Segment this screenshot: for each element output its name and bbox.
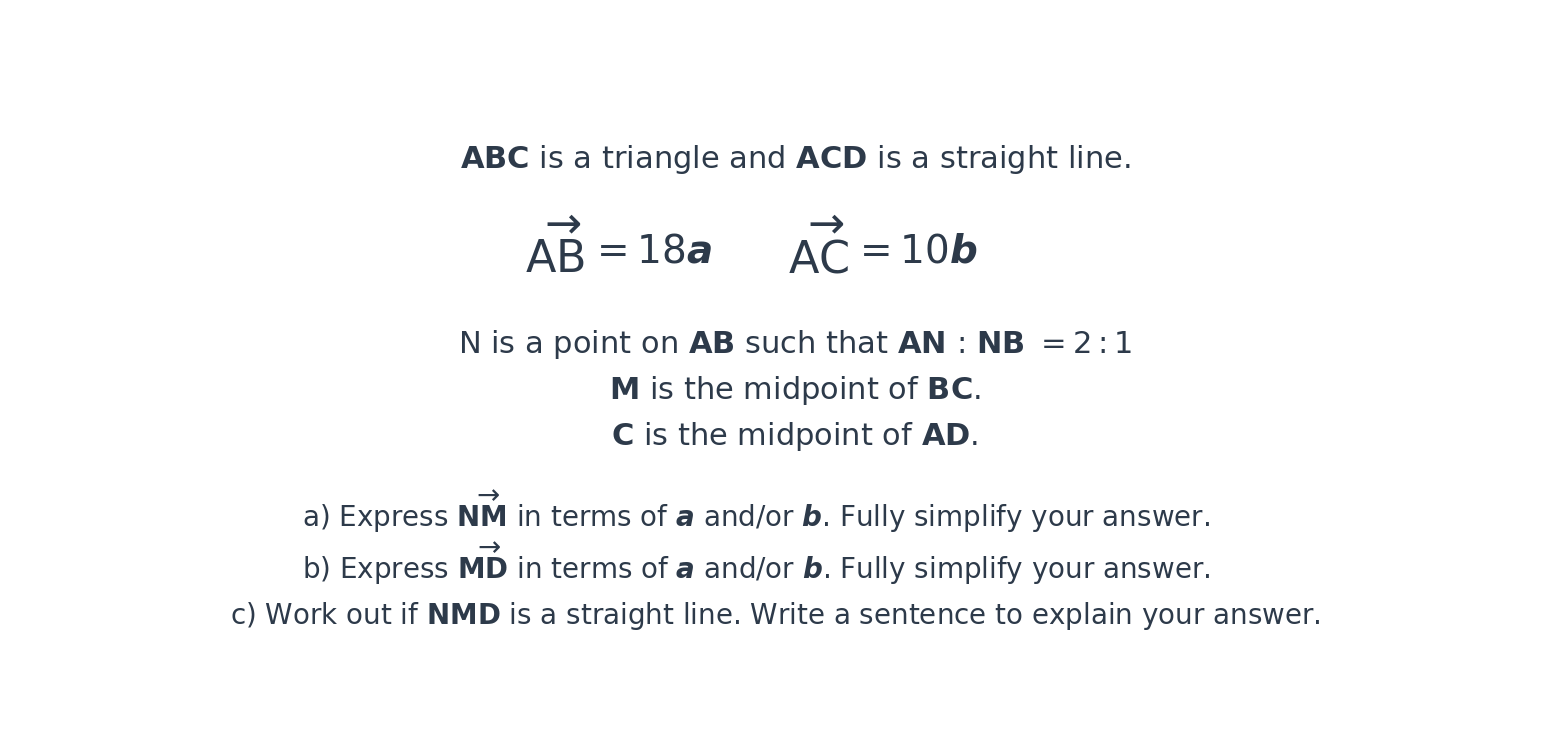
- Text: $\overrightarrow{\mathrm{AC}}$: $\overrightarrow{\mathrm{AC}}$: [788, 220, 850, 283]
- Text: $\mathbf{ABC}$ is a triangle and $\mathbf{ACD}$ is a straight line.: $\mathbf{ABC}$ is a triangle and $\mathb…: [459, 142, 1131, 176]
- Text: a) Express $\overrightarrow{\mathbf{NM}}$ in terms of $\boldsymbol{a}$ and/or $\: a) Express $\overrightarrow{\mathbf{NM}}…: [302, 488, 1210, 535]
- Text: $= 10\boldsymbol{b}$: $= 10\boldsymbol{b}$: [853, 232, 977, 271]
- Text: b) Express $\overrightarrow{\mathbf{MD}}$ in terms of $\boldsymbol{a}$ and/or $\: b) Express $\overrightarrow{\mathbf{MD}}…: [302, 541, 1210, 586]
- Text: c) Work out if $\mathbf{NMD}$ is a straight line. Write a sentence to explain yo: c) Work out if $\mathbf{NMD}$ is a strai…: [230, 599, 1320, 632]
- Text: $\mathbf{M}$ is the midpoint of $\mathbf{BC}$.: $\mathbf{M}$ is the midpoint of $\mathbf…: [610, 374, 980, 406]
- Text: N is a point on $\mathbf{AB}$ such that $\mathbf{AN}$ : $\mathbf{NB}$ $= 2 : 1$: N is a point on $\mathbf{AB}$ such that …: [458, 328, 1132, 361]
- Text: $\overrightarrow{\mathrm{AB}}$: $\overrightarrow{\mathrm{AB}}$: [524, 221, 585, 283]
- Text: $\mathbf{C}$ is the midpoint of $\mathbf{AD}$.: $\mathbf{C}$ is the midpoint of $\mathbf…: [611, 420, 979, 453]
- Text: $= 18\boldsymbol{a}$: $= 18\boldsymbol{a}$: [589, 232, 712, 271]
